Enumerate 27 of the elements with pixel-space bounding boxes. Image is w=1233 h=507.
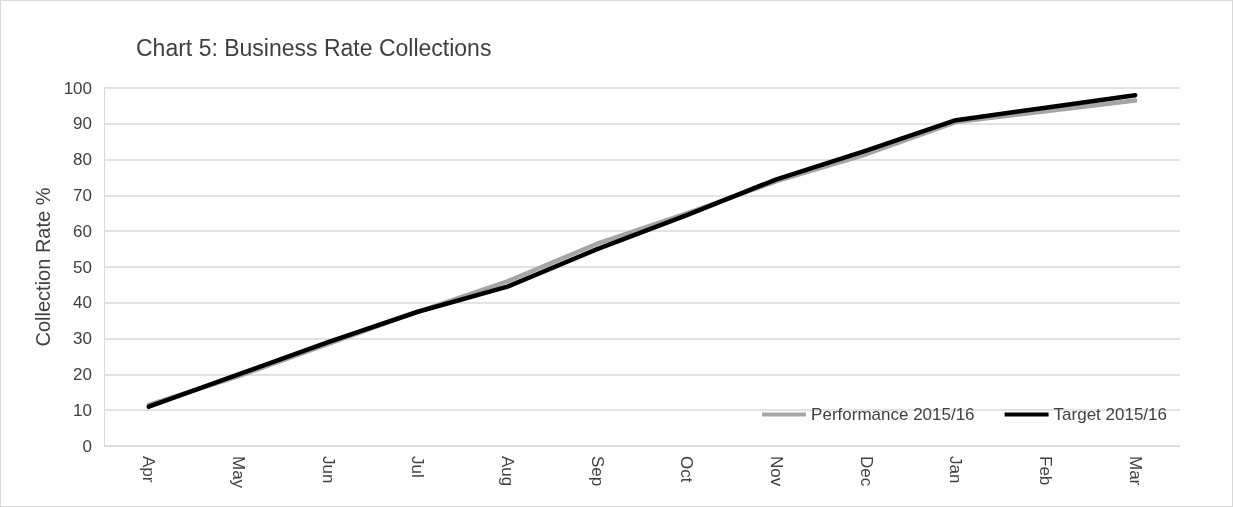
y-tick-label: 100 [63, 78, 92, 98]
x-tick-label: May [229, 456, 248, 489]
chart-title: Chart 5: Business Rate Collections [136, 34, 492, 61]
y-tick-label: 0 [82, 436, 92, 456]
x-tick-label: Jul [408, 456, 428, 478]
x-tick-label: Sep [587, 456, 607, 487]
legend-label: Performance 2015/16 [811, 405, 975, 424]
x-tick-label: Mar [1125, 456, 1145, 486]
x-tick-label: Oct [677, 456, 697, 483]
x-tick-label: Dec [856, 456, 876, 487]
y-tick-label: 70 [73, 185, 92, 205]
x-tick-label: Aug [498, 456, 517, 487]
y-tick-label: 40 [73, 293, 92, 313]
x-tick-label: Jan [946, 456, 966, 484]
legend-label: Target 2015/16 [1053, 405, 1167, 424]
y-tick-label: 20 [73, 364, 92, 384]
y-tick-label: 50 [73, 257, 92, 277]
x-tick-label: Jun [318, 456, 338, 484]
y-tick-label: 60 [73, 221, 92, 241]
x-tick-label: Nov [767, 456, 786, 487]
y-axis-title: Collection Rate % [31, 187, 54, 347]
x-tick-label: Feb [1036, 456, 1055, 486]
y-tick-label: 80 [73, 150, 92, 170]
y-tick-label: 30 [73, 329, 92, 349]
y-tick-label: 10 [73, 400, 92, 420]
y-tick-label: 90 [73, 114, 92, 134]
x-tick-label: Apr [139, 456, 159, 483]
